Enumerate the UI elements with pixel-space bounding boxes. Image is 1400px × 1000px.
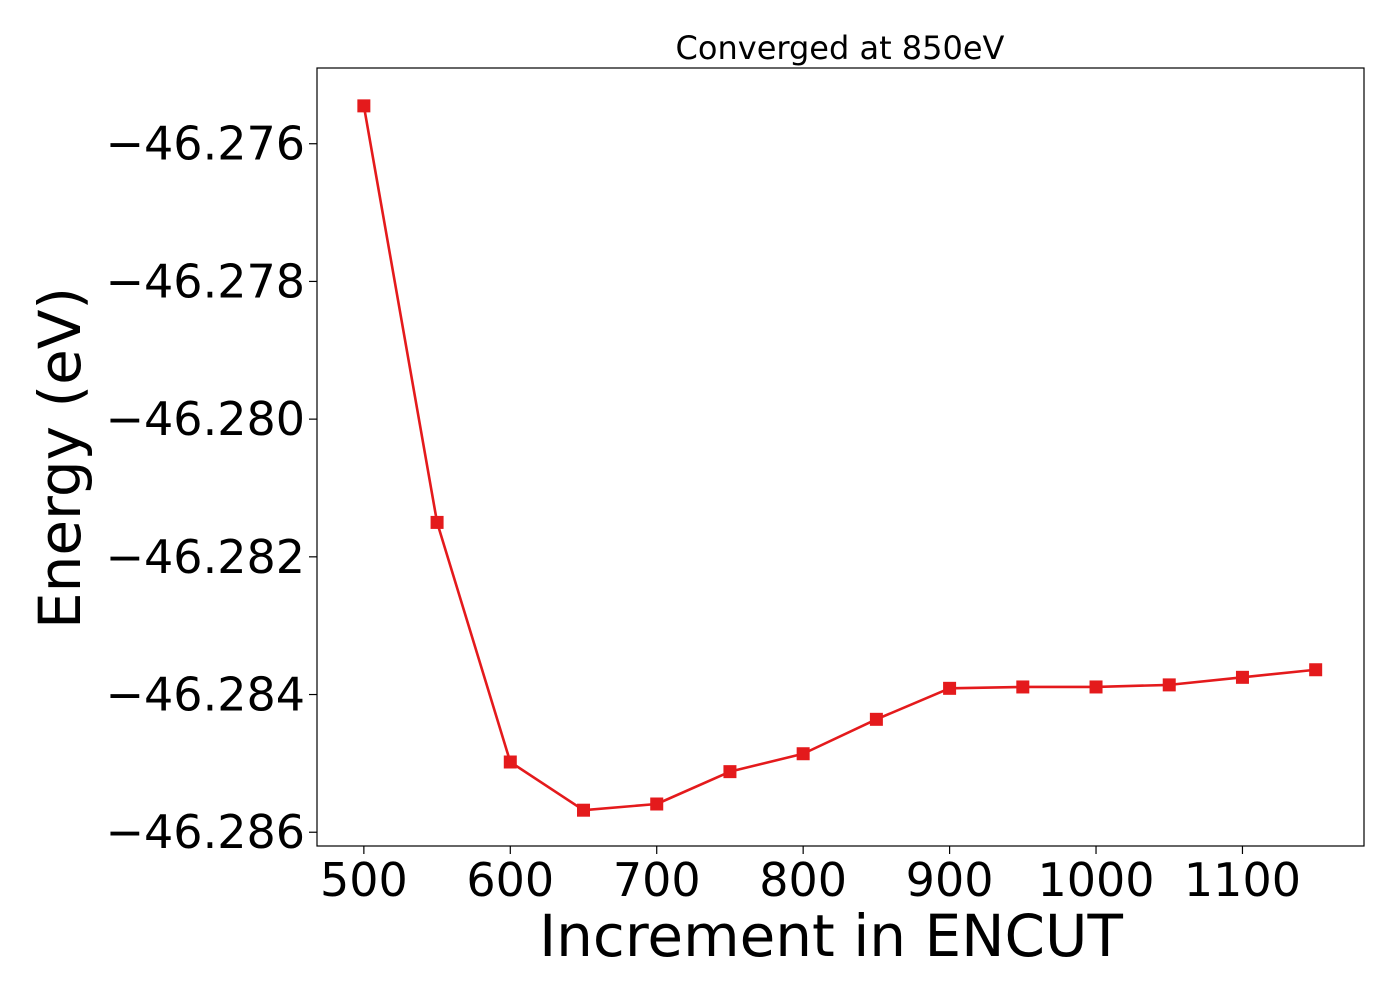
x-tick-label-800: 800 — [759, 853, 847, 907]
x-tick-label-1100: 1100 — [1184, 853, 1301, 907]
x-axis-title: Increment in ENCUT — [539, 902, 1123, 970]
chart-title: Converged at 850eV — [676, 29, 1005, 67]
data-point-1000 — [1089, 680, 1103, 694]
data-point-1100 — [1235, 670, 1249, 684]
data-point-600 — [503, 755, 517, 769]
data-point-1050 — [1162, 678, 1176, 692]
y-tick-label-1: −46.278 — [106, 254, 306, 308]
y-tick-label-5: −46.286 — [106, 805, 306, 859]
series-line-0 — [362, 105, 1316, 812]
data-point-900 — [943, 681, 957, 695]
data-point-1150 — [1309, 663, 1323, 677]
data-point-550 — [430, 515, 444, 529]
y-tick-label-4: −46.284 — [106, 668, 306, 722]
data-point-650 — [577, 803, 591, 817]
y-axis-title: Energy (eV) — [26, 287, 94, 629]
data-point-850 — [869, 712, 883, 726]
x-tick-label-600: 600 — [466, 853, 554, 907]
data-point-750 — [723, 765, 737, 779]
x-tick-label-900: 900 — [906, 853, 994, 907]
x-tick-label-700: 700 — [613, 853, 701, 907]
data-point-800 — [796, 747, 810, 761]
data-point-700 — [650, 797, 664, 811]
data-point-500 — [357, 99, 371, 113]
data-point-950 — [1016, 680, 1030, 694]
plot-area-frame — [316, 67, 1365, 847]
y-tick-label-3: −46.282 — [106, 530, 306, 584]
x-tick-label-1000: 1000 — [1037, 853, 1154, 907]
y-tick-label-0: −46.276 — [106, 117, 306, 171]
y-tick-label-2: −46.280 — [106, 392, 306, 446]
x-tick-label-500: 500 — [320, 853, 408, 907]
